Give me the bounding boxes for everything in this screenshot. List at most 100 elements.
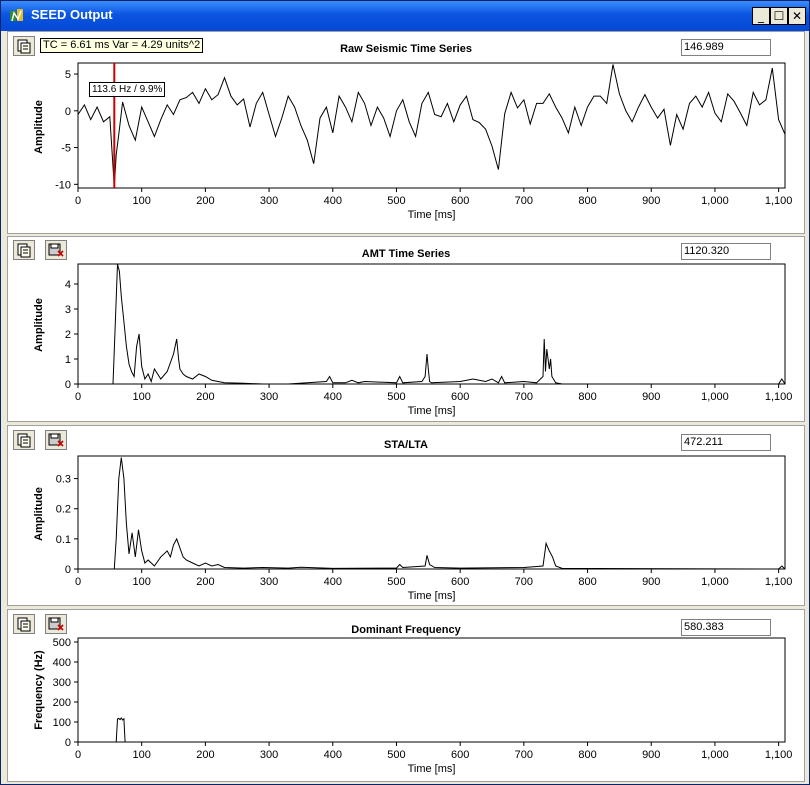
x-tick-label: 300 [260, 391, 278, 403]
x-tick-label: 0 [75, 749, 81, 761]
y-tick-label: 2 [65, 329, 71, 341]
copy-icon [17, 39, 31, 54]
title-bar[interactable]: SEED Output _ ☐ ✕ [1, 1, 809, 31]
x-tick-label: 500 [387, 749, 405, 761]
app-icon [10, 9, 23, 22]
series-line [78, 263, 786, 385]
x-tick-label: 0 [75, 391, 81, 403]
chart-title-raw: Raw Seismic Time Series [340, 43, 472, 55]
save-chart-button[interactable] [45, 430, 67, 450]
maximize-button[interactable]: ☐ [770, 7, 788, 25]
window-title: SEED Output [31, 7, 113, 22]
x-tick-label: 0 [75, 576, 81, 588]
x-tick-label: 100 [133, 576, 151, 588]
copy-chart-button[interactable] [13, 36, 35, 56]
x-tick-label: 100 [133, 391, 151, 403]
y-tick-label: 5 [65, 69, 71, 81]
x-tick-label: 600 [451, 576, 469, 588]
raw-seismic-panel: TC = 6.61 ms Var = 4.29 units^2 Raw Seis… [7, 31, 805, 234]
sta-lta-panel: STA/LTA 472.211 0.3 0.2 0.1 0 0 100 200 300 400 5… [7, 425, 805, 606]
y-tick-label: 0 [65, 737, 71, 749]
client-area: TC = 6.61 ms Var = 4.29 units^2 Raw Seis… [1, 31, 809, 784]
plot-area [77, 455, 786, 570]
amt-panel: AMT Time Series 1120.320 4 3 2 1 0 0 100 200 300… [7, 236, 805, 422]
sta-lta-value-field[interactable]: 472.211 [681, 434, 771, 451]
y-axis-title: Amplitude [33, 487, 45, 541]
x-tick-label: 500 [387, 195, 405, 207]
x-tick-label: 0 [75, 195, 81, 207]
x-tick-label: 200 [196, 576, 214, 588]
x-tick-label: 1,000 [701, 195, 729, 207]
dominant-frequency-panel: Dominant Frequency 580.383 500 400 300 200 1… [7, 609, 805, 782]
y-tick-label: 500 [53, 637, 71, 649]
x-tick-label: 700 [515, 749, 533, 761]
series-line [77, 64, 786, 187]
dominant-frequency-chart[interactable]: 500 400 300 200 100 00 100 200 300 400 500 600 700 80… [8, 610, 804, 781]
save-chart-button[interactable] [45, 614, 67, 634]
y-tick-label: 0.1 [56, 534, 71, 546]
copy-icon [17, 617, 31, 632]
x-tick-label: 400 [324, 391, 342, 403]
plot-area [77, 263, 786, 385]
x-tick-label: 1,000 [701, 749, 729, 761]
dominant-frequency-value-field[interactable]: 580.383 [681, 619, 771, 636]
x-tick-label: 700 [515, 195, 533, 207]
x-tick-label: 1,100 [765, 749, 793, 761]
y-axis-title: Amplitude [33, 100, 45, 154]
x-tick-label: 1,000 [701, 576, 729, 588]
plot-area [77, 62, 786, 189]
y-tick-label: 200 [53, 697, 71, 709]
save-icon [48, 617, 64, 631]
y-tick-label: 1 [65, 354, 71, 366]
cursor-readout: 113.6 Hz / 9.9% [89, 82, 166, 97]
raw-value-field[interactable]: 146.989 [681, 39, 771, 56]
x-tick-label: 500 [387, 391, 405, 403]
x-tick-label: 100 [133, 749, 151, 761]
copy-icon [17, 243, 31, 258]
x-tick-label: 200 [196, 391, 214, 403]
x-tick-label: 600 [451, 195, 469, 207]
series-line [78, 457, 786, 570]
x-tick-label: 500 [387, 576, 405, 588]
x-tick-label: 300 [260, 749, 278, 761]
sta-lta-chart[interactable]: 0.3 0.2 0.1 00 100 200 300 400 500 600 700 800 900 1,… [8, 426, 804, 605]
x-tick-label: 400 [324, 576, 342, 588]
y-tick-label: 0.3 [56, 474, 71, 486]
save-chart-button[interactable] [45, 240, 67, 260]
y-tick-label: -10 [55, 179, 71, 191]
x-tick-label: 1,100 [765, 391, 793, 403]
chart-title-amt: AMT Time Series [361, 248, 451, 260]
y-axis-title: Amplitude [33, 298, 45, 352]
minimize-button[interactable]: _ [752, 7, 770, 25]
plot-area [77, 637, 786, 743]
tc-variance-readout: TC = 6.61 ms Var = 4.29 units^2 [40, 38, 204, 53]
x-tick-label: 400 [324, 195, 342, 207]
close-button[interactable]: ✕ [788, 7, 806, 25]
copy-chart-button[interactable] [13, 614, 35, 634]
x-axis-title: Time [ms] [408, 405, 456, 417]
x-axis-title: Time [ms] [408, 209, 456, 221]
y-tick-label: 300 [53, 677, 71, 689]
copy-chart-button[interactable] [13, 240, 35, 260]
x-tick-label: 400 [324, 749, 342, 761]
x-axis-title: Time [ms] [408, 763, 456, 775]
x-tick-label: 800 [578, 391, 596, 403]
y-tick-label: 0.2 [56, 504, 71, 516]
save-icon [48, 433, 64, 447]
y-tick-label: 0 [65, 379, 71, 391]
copy-chart-button[interactable] [13, 430, 35, 450]
x-tick-label: 700 [515, 576, 533, 588]
amt-value-field[interactable]: 1120.320 [681, 243, 771, 260]
x-tick-label: 900 [642, 391, 660, 403]
y-tick-label: 0 [65, 564, 71, 576]
y-tick-label: 400 [53, 657, 71, 669]
x-tick-label: 600 [451, 749, 469, 761]
x-tick-label: 800 [578, 576, 596, 588]
raw-seismic-chart[interactable]: 5 0 -5 -10 0 100 200 300 400 500 600 700 800 900 1,000… [8, 32, 804, 233]
x-tick-label: 300 [260, 195, 278, 207]
x-tick-label: 800 [578, 195, 596, 207]
copy-icon [17, 433, 31, 448]
x-tick-label: 900 [642, 576, 660, 588]
